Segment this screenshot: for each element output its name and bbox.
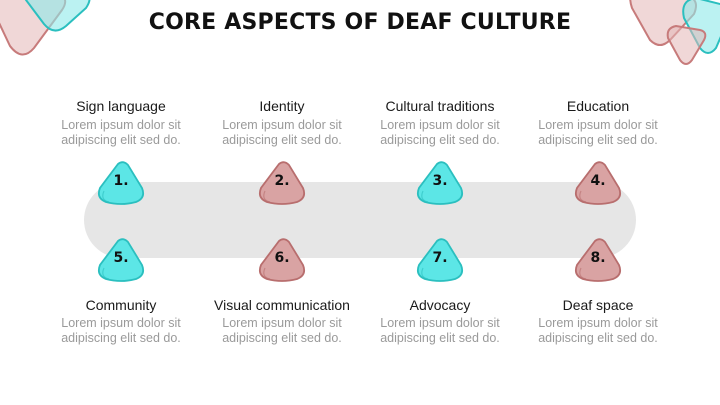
aspect-description-line2: adipiscing elit sed do. (380, 331, 500, 345)
badge-number: 4. (590, 173, 606, 189)
page-title: CORE ASPECTS OF DEAF CULTURE (148, 10, 572, 35)
badge-number: 5. (113, 250, 129, 266)
guitar-pick-shape-icon (97, 161, 145, 205)
badge-number: 2. (274, 173, 290, 189)
badge-number: 7. (432, 250, 448, 266)
number-badge: 3. (415, 160, 465, 206)
aspect-description-line1: Lorem ipsum dolor sit (222, 118, 342, 132)
aspect-title: Education (566, 98, 630, 114)
aspect-title: Identity (259, 98, 305, 114)
aspect-description-line2: adipiscing elit sed do. (61, 331, 181, 345)
aspect-description-line1: Lorem ipsum dolor sit (380, 118, 500, 132)
number-badge: 6. (257, 237, 307, 283)
aspect-description-line2: adipiscing elit sed do. (222, 133, 342, 147)
guitar-pick-shape-icon (416, 238, 464, 282)
number-badge: 8. (573, 237, 623, 283)
number-badge: 7. (415, 237, 465, 283)
guitar-pick-shape-icon (574, 238, 622, 282)
aspect-title: Community (85, 297, 157, 313)
aspect-description-line2: adipiscing elit sed do. (222, 331, 342, 345)
aspect-title: Visual communication (214, 297, 350, 313)
number-badge: 5. (96, 237, 146, 283)
aspect-title: Sign language (76, 98, 166, 114)
number-badge: 2. (257, 160, 307, 206)
badge-number: 1. (113, 173, 129, 189)
badge-number: 6. (274, 250, 290, 266)
guitar-pick-shape-icon (97, 238, 145, 282)
number-badge: 4. (573, 160, 623, 206)
aspect-description-line1: Lorem ipsum dolor sit (61, 316, 181, 330)
aspect-description-line1: Lorem ipsum dolor sit (538, 118, 658, 132)
timeline-track (84, 182, 636, 258)
aspect-title: Deaf space (562, 297, 634, 313)
badge-number: 8. (590, 250, 606, 266)
aspect-description-line2: adipiscing elit sed do. (61, 133, 181, 147)
aspect-description-line1: Lorem ipsum dolor sit (380, 316, 500, 330)
guitar-pick-shape-icon (258, 238, 306, 282)
guitar-pick-shape-icon (416, 161, 464, 205)
aspect-description-line2: adipiscing elit sed do. (538, 331, 658, 345)
aspect-description-line2: adipiscing elit sed do. (380, 133, 500, 147)
number-badge: 1. (96, 160, 146, 206)
aspect-description-line1: Lorem ipsum dolor sit (222, 316, 342, 330)
guitar-pick-shape-icon (574, 161, 622, 205)
deco-shape-top-right-teal (682, 0, 720, 54)
aspect-description-line1: Lorem ipsum dolor sit (61, 118, 181, 132)
deco-shape-top-right-pink-small (666, 24, 707, 65)
deco-shape-top-left-teal (24, 0, 91, 32)
aspect-description-line2: adipiscing elit sed do. (538, 133, 658, 147)
guitar-pick-shape-icon (258, 161, 306, 205)
aspect-title: Advocacy (409, 297, 471, 313)
aspect-title: Cultural traditions (385, 98, 495, 114)
aspect-description-line1: Lorem ipsum dolor sit (538, 316, 658, 330)
badge-number: 3. (432, 173, 448, 189)
